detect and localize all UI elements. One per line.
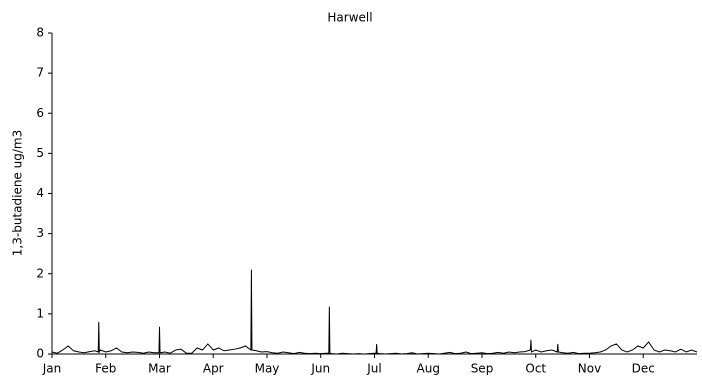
x-tick-label: Dec — [632, 362, 655, 376]
y-tick-label: 0 — [36, 347, 44, 361]
y-tick-label: 1 — [36, 306, 44, 320]
x-tick-label: Sep — [471, 362, 494, 376]
x-tick-label: May — [255, 362, 280, 376]
y-tick-label: 6 — [36, 106, 44, 120]
y-axis-label: 1,3-butadiene ug/m3 — [11, 130, 25, 256]
x-tick-label: Jan — [42, 362, 62, 376]
y-tick-label: 8 — [36, 26, 44, 40]
x-tick-label: Aug — [417, 362, 440, 376]
y-tick-label: 4 — [36, 186, 44, 200]
x-tick-label: Apr — [203, 362, 224, 376]
x-tick-label: Oct — [525, 362, 546, 376]
x-tick-label: Feb — [95, 362, 116, 376]
y-tick-label: 7 — [36, 66, 44, 80]
x-tick-label: Nov — [578, 362, 601, 376]
x-tick-label: Jul — [366, 362, 381, 376]
chart-title: Harwell — [327, 11, 372, 25]
data-line — [51, 269, 698, 355]
y-tick-label: 5 — [36, 146, 44, 160]
x-tick-label: Jun — [310, 362, 330, 376]
y-tick-label: 2 — [36, 266, 44, 280]
x-tick-label: Mar — [148, 362, 171, 376]
y-tick-label: 3 — [36, 226, 44, 240]
